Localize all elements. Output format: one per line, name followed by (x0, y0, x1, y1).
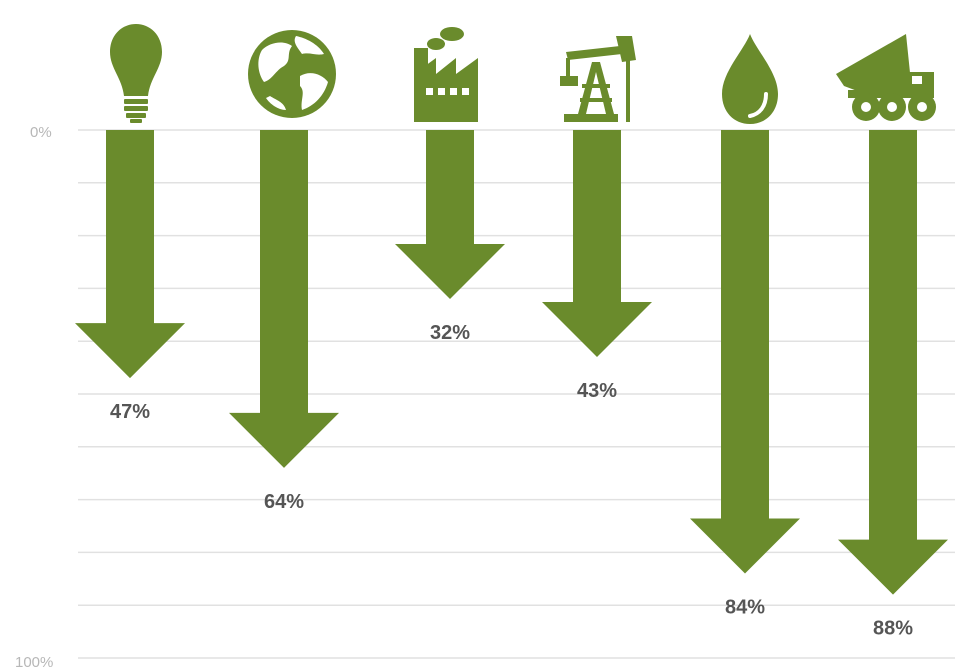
arrow-bar-oil-pump (542, 130, 652, 358)
arrow-bar-mining-truck (838, 130, 948, 595)
grid-lines (78, 129, 955, 659)
y-tick-label-top: 0% (30, 124, 52, 141)
value-label: 47% (110, 401, 150, 423)
arrow-bar-factory (395, 130, 505, 299)
globe-icon (248, 30, 336, 118)
y-tick-label-bottom: 100% (15, 654, 53, 670)
arrows (75, 130, 948, 595)
value-label: 43% (577, 380, 617, 402)
factory-icon (414, 27, 478, 122)
value-label: 32% (430, 322, 470, 344)
arrow-bar-light-bulb (75, 130, 185, 379)
value-label: 88% (873, 618, 913, 640)
arrow-bar-globe (229, 130, 339, 468)
value-label: 84% (725, 597, 765, 619)
oil-drop-icon (722, 34, 778, 124)
light-bulb-icon (110, 24, 162, 123)
arrow-bar-oil-drop (690, 130, 800, 574)
category-icons (110, 24, 936, 124)
mining-truck-icon (836, 34, 936, 121)
oil-pump-icon (560, 36, 636, 122)
value-label: 64% (264, 491, 304, 513)
value-labels: 47% 64% 32% 43% 84% 88% (110, 322, 913, 640)
